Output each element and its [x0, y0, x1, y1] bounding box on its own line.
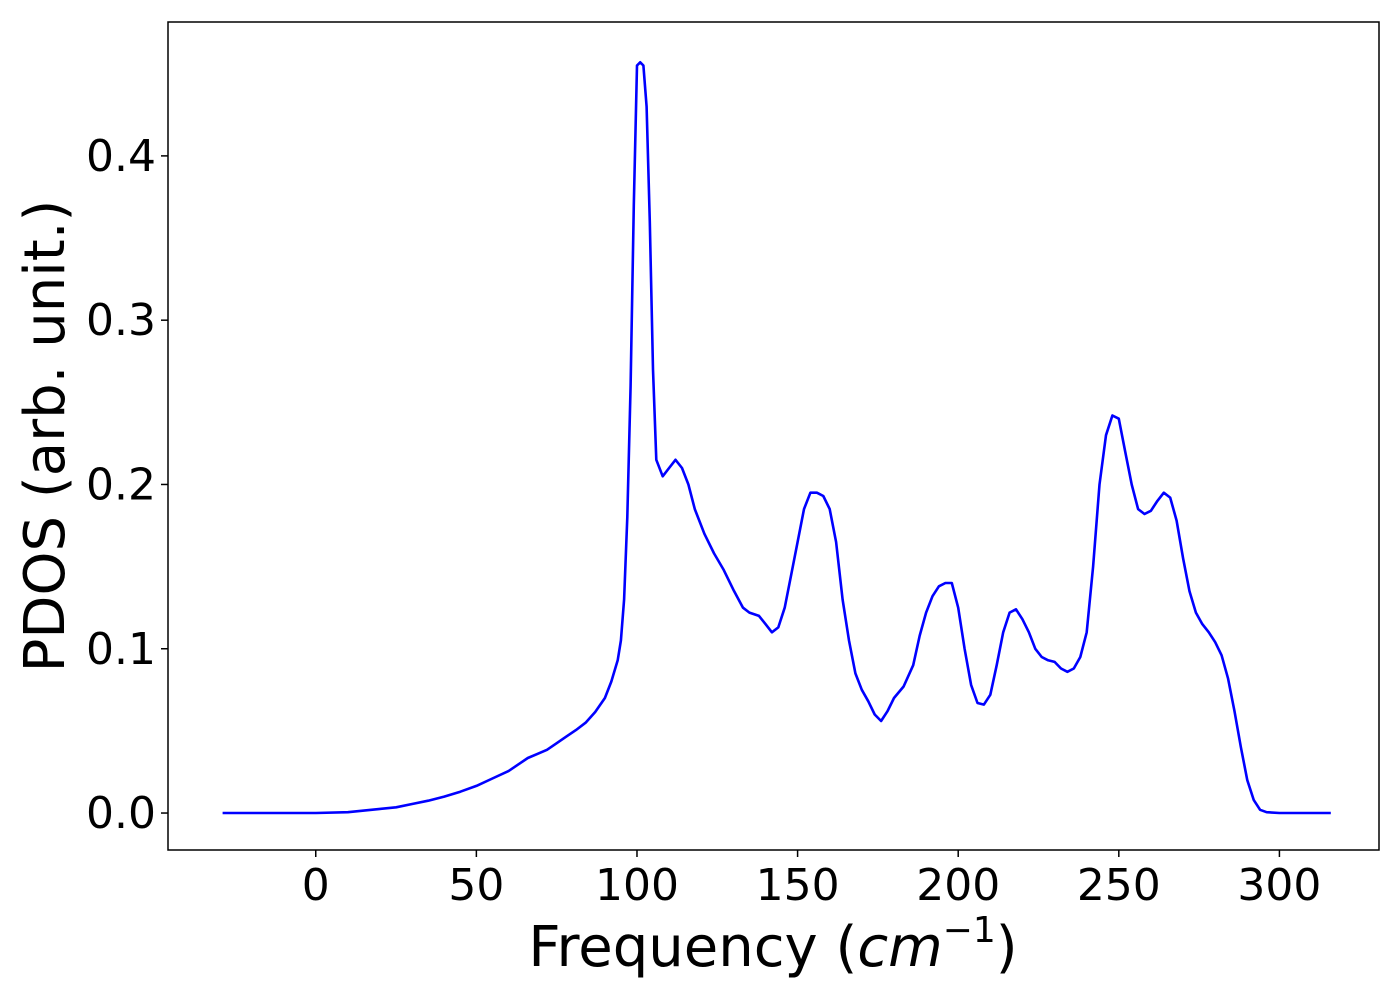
- series-line-0: [222, 61, 1331, 815]
- x-axis-label-exponent: −1: [943, 910, 996, 951]
- y-tick-label: 0.4: [86, 131, 156, 182]
- y-axis-label: PDOS (arb. unit.): [13, 200, 78, 673]
- x-tick-label: 300: [1237, 860, 1321, 911]
- y-tick-label: 0.0: [86, 788, 156, 839]
- x-tick-label: 50: [448, 860, 504, 911]
- x-axis-label: Frequency (cm−1): [528, 910, 1017, 980]
- x-axis-label-close: ): [996, 915, 1018, 980]
- series-layer: [222, 61, 1331, 815]
- y-tick-label: 0.2: [86, 459, 156, 510]
- x-tick-label: 200: [916, 860, 1000, 911]
- x-axis-ticks: 0 50 100 150 200 250 300: [302, 850, 1321, 911]
- y-tick-label: 0.1: [86, 624, 156, 675]
- x-axis-label-unit: cm: [857, 915, 942, 980]
- x-tick-label: 250: [1077, 860, 1161, 911]
- y-axis-ticks: 0.0 0.1 0.2 0.3 0.4: [86, 131, 168, 839]
- plot-area: [167, 21, 1380, 851]
- x-tick-label: 150: [756, 860, 840, 911]
- y-tick-label: 0.3: [86, 295, 156, 346]
- x-tick-label: 100: [595, 860, 679, 911]
- x-tick-label: 0: [302, 860, 330, 911]
- x-axis-label-text: Frequency (: [528, 915, 857, 980]
